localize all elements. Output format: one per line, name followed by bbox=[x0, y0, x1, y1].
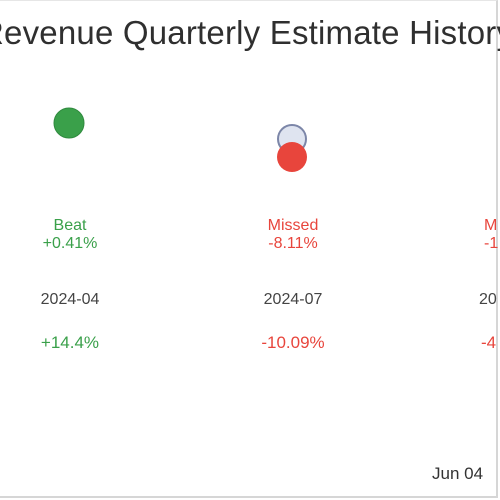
surprise-text: +0.41% bbox=[42, 235, 98, 252]
date-label-2024-04: 2024-04 bbox=[40, 291, 100, 308]
status-label-2024-07: Missed -8.11% bbox=[223, 217, 363, 253]
status-text: Missed bbox=[267, 217, 319, 234]
status-text: M bbox=[484, 217, 498, 234]
date-label-partial: 20 bbox=[479, 291, 497, 308]
yoy-label-2024-07: -10.09% bbox=[261, 333, 325, 352]
yoy-label-partial: -4 bbox=[481, 333, 497, 352]
date-label-2024-07: 2024-07 bbox=[263, 291, 323, 308]
footer-date: Jun 04 bbox=[432, 464, 484, 483]
status-label-2024-04: Beat +0.41% bbox=[0, 217, 140, 253]
yoy-label-2024-04: +14.4% bbox=[40, 333, 100, 352]
status-label-partial: M -1 bbox=[484, 217, 500, 253]
actual-marker-2024-04 bbox=[53, 107, 85, 139]
surprise-text: -1 bbox=[484, 235, 499, 252]
surprise-text: -8.11% bbox=[268, 235, 318, 252]
status-text: Beat bbox=[53, 217, 87, 234]
actual-marker-2024-07 bbox=[277, 142, 307, 172]
chart-title: Revenue Quarterly Estimate History bbox=[0, 14, 500, 51]
